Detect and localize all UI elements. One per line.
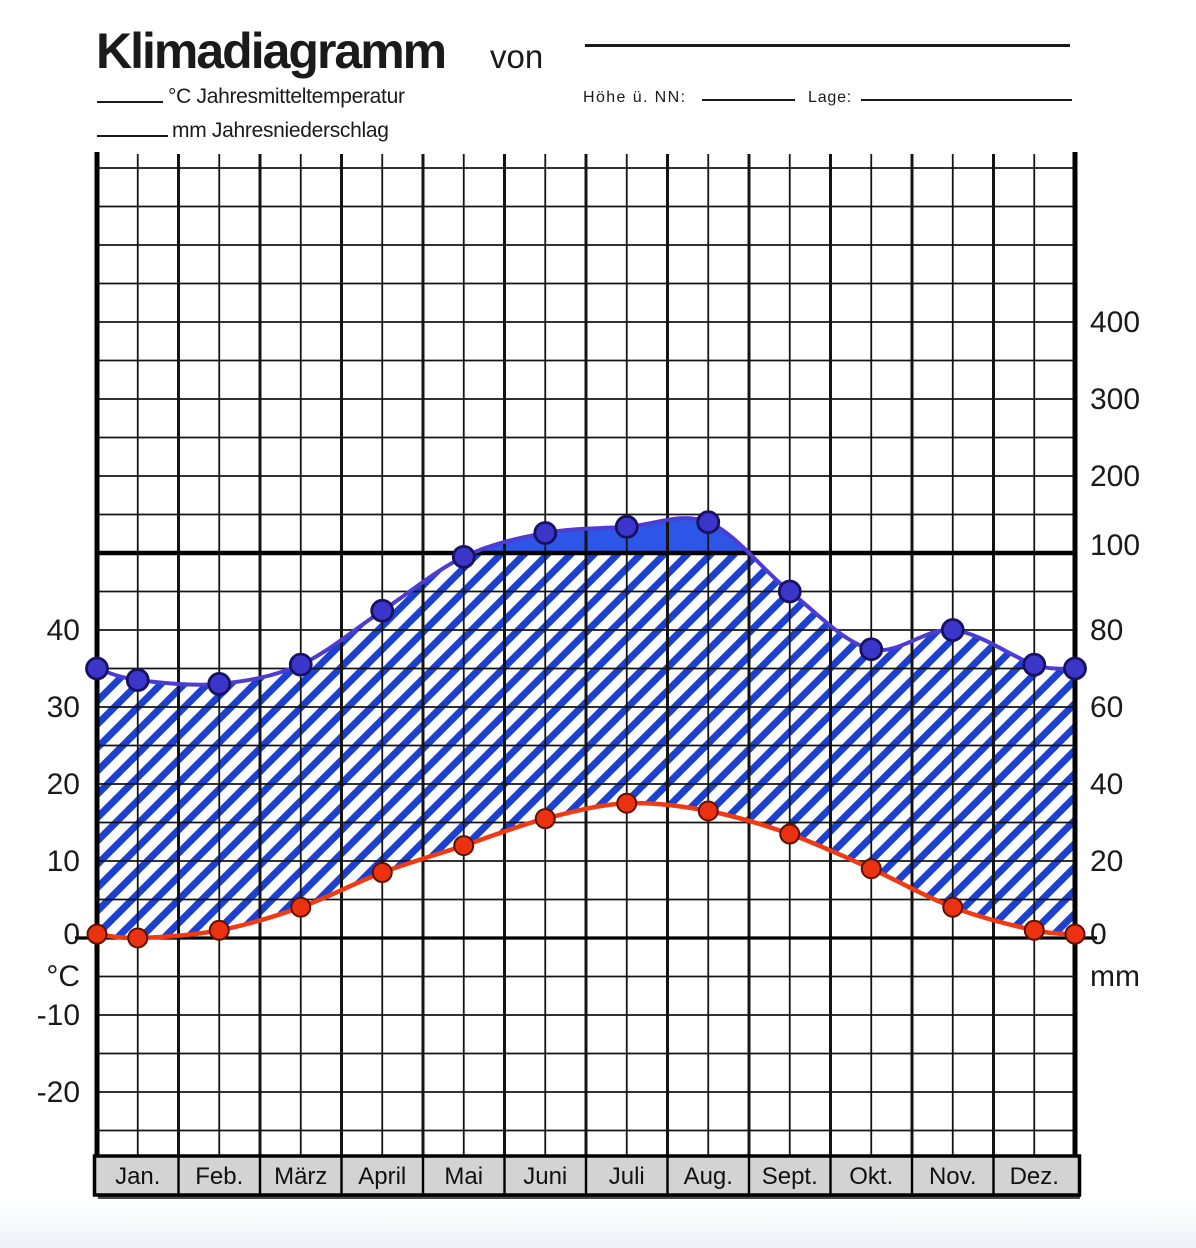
month-label: Nov. [929, 1163, 977, 1190]
left-axis-tick: 0 [63, 918, 80, 951]
precipitation-point [859, 637, 884, 662]
month-label: Dez. [1010, 1163, 1059, 1190]
month-label: Feb. [195, 1163, 243, 1190]
right-axis-tick: 60 [1090, 691, 1123, 724]
altitude-blank [702, 99, 795, 101]
precipitation-point [1063, 656, 1087, 681]
page-bottom-fade [0, 1202, 1196, 1248]
precipitation-point [288, 652, 313, 677]
precipitation-point [940, 618, 965, 642]
precipitation-point [696, 510, 721, 535]
temperature-point [208, 919, 230, 941]
month-label: April [358, 1163, 406, 1190]
temperature-point [127, 927, 149, 949]
left-axis-tick: -20 [37, 1076, 80, 1109]
annual-precipitation-label: mm Jahresniederschlag [172, 119, 389, 142]
precipitation-point [1022, 652, 1047, 677]
temperature-point [697, 800, 719, 822]
right-axis-tick: 100 [1090, 529, 1140, 562]
precipitation-point [777, 579, 802, 604]
month-label: Mai [444, 1163, 483, 1190]
gridlines [95, 154, 1077, 1156]
month-label: Juli [609, 1163, 645, 1190]
precipitation-point [614, 514, 639, 539]
month-label: Jan. [115, 1163, 160, 1190]
right-axis-tick: 80 [1090, 614, 1123, 647]
page-title: Klimadiagramm [96, 23, 447, 79]
temperature-curve [96, 800, 1076, 941]
temperature-point [1023, 919, 1045, 941]
precipitation-point [370, 598, 395, 623]
temperature-point [1064, 923, 1086, 945]
station-name-blank [585, 44, 1070, 47]
precipitation-point [85, 656, 109, 681]
month-band: Jan. Feb. März April Mai Juni Juli Aug. Sept. Okt… [92, 1154, 1082, 1199]
month-label: Okt. [849, 1163, 893, 1190]
right-axis-tick: 0 [1090, 918, 1107, 951]
temperature-point [534, 808, 556, 830]
right-axis-tick: 20 [1090, 845, 1123, 878]
temperature-point [86, 923, 108, 945]
temperature-points [86, 792, 1086, 949]
right-axis-tick: 400 [1090, 306, 1140, 339]
precipitation-curve [96, 516, 1076, 687]
temperature-point [942, 896, 964, 918]
mean-temperature-label: °C Jahresmitteltemperatur [168, 85, 405, 108]
page-title-suffix: von [490, 38, 544, 75]
precipitation-point [533, 521, 558, 545]
month-label: März [274, 1163, 327, 1190]
temperature-point [860, 858, 882, 880]
altitude-label: Höhe ü. NN: [583, 89, 687, 106]
right-axis-tick: 200 [1090, 460, 1140, 493]
temperature-point [371, 862, 393, 884]
temperature-point [616, 792, 638, 814]
mean-temperature-blank [97, 101, 163, 103]
right-axis-unit: mm [1090, 960, 1140, 993]
annual-precipitation-blank [97, 135, 168, 137]
precipitation-points [85, 510, 1087, 696]
left-axis-tick: 10 [47, 845, 80, 878]
temperature-point [290, 896, 312, 918]
location-blank [861, 99, 1072, 101]
left-axis-tick: -10 [37, 999, 80, 1032]
left-axis-unit: °C [46, 960, 80, 993]
precipitation-point [125, 668, 150, 692]
month-label: Sept. [762, 1163, 818, 1190]
location-label: Lage: [808, 89, 853, 106]
right-axis-tick: 40 [1090, 768, 1123, 801]
month-label: Juni [523, 1163, 567, 1190]
month-label: Aug. [684, 1163, 733, 1190]
precipitation-point [451, 544, 476, 569]
left-axis-tick: 30 [47, 691, 80, 724]
right-axis-tick: 300 [1090, 383, 1140, 416]
left-axis-tick: 20 [47, 768, 80, 801]
precipitation-point [207, 672, 232, 696]
left-axis-tick: 40 [47, 614, 80, 647]
temperature-point [453, 835, 475, 857]
temperature-point [779, 823, 801, 845]
